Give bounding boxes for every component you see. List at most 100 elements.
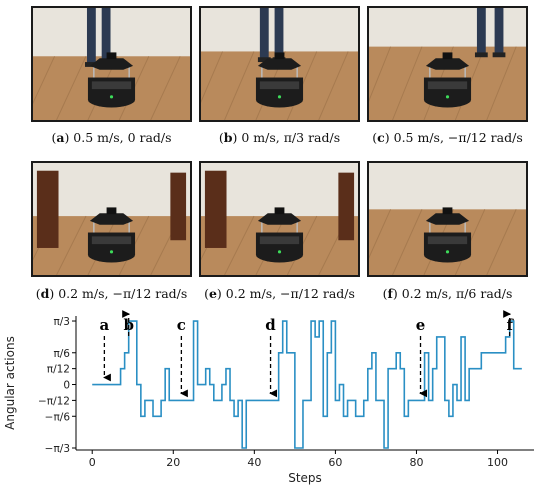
robot-board [91, 236, 132, 245]
floor-plank-line [150, 56, 181, 120]
x-axis-label: Steps [288, 471, 322, 485]
chair [338, 172, 355, 241]
x-tick-label: 40 [247, 456, 261, 469]
person-shoe [474, 52, 488, 58]
floor-plank-line [486, 46, 517, 120]
robot-top-plate [425, 213, 470, 225]
person-leg [274, 8, 284, 60]
x-tick-label: 20 [166, 456, 180, 469]
photo-panel-c [367, 6, 528, 122]
photo-scene [33, 8, 190, 120]
angular-actions-chart: 0 20 40 60 80 100 π/3 π/6 π/12 0 −π/12 −π/6 −π/3 Step… [3, 310, 534, 485]
y-tick-label: −π/12 [38, 395, 70, 407]
photo-panel-e [199, 161, 360, 277]
floor-plank-line [224, 215, 255, 275]
floor-plank-line [56, 215, 87, 275]
person-leg [494, 8, 504, 55]
caption-letter: c [377, 130, 385, 145]
floor-plank-line [369, 46, 392, 102]
robot-board [427, 236, 468, 245]
robot-lidar [442, 207, 453, 215]
photo-panel-b [199, 6, 360, 122]
caption-letter: d [40, 286, 50, 301]
robot-led [277, 250, 282, 254]
person-shoe [257, 57, 271, 63]
robot-board [427, 81, 468, 90]
photo-scene [201, 163, 358, 275]
robot-top-plate [89, 58, 134, 70]
photo-scene [369, 163, 526, 275]
y-tick-label: π/12 [47, 364, 70, 376]
caption-letter: e [208, 286, 217, 301]
y-tick-label: −π/6 [45, 411, 71, 423]
floor-plank-line [56, 56, 87, 120]
robot-led [445, 95, 450, 99]
photo-scene [201, 8, 358, 120]
robot-board [259, 236, 300, 245]
caption-letter: f [387, 286, 393, 301]
robot-board [91, 81, 132, 90]
caption-text: 0.5 m/s, 0 rad/s [73, 130, 172, 145]
caption-text: 0.2 m/s, −π/12 rad/s [225, 286, 355, 301]
caption-letter: a [56, 130, 65, 145]
caption-letter: b [223, 130, 233, 145]
robot-lidar [274, 207, 285, 215]
caption-b: (b) 0 m/s, π/3 rad/s [218, 130, 341, 145]
caption-a: (a) 0.5 m/s, 0 rad/s [51, 130, 172, 145]
chair [204, 170, 227, 248]
person-leg [259, 8, 269, 60]
floor-plank-line [224, 51, 255, 120]
robot-lidar [106, 207, 117, 215]
y-tick-label: π/3 [53, 316, 70, 328]
person-shoe [85, 62, 98, 67]
person-leg [86, 8, 96, 64]
person-leg [101, 8, 111, 64]
chair [170, 172, 187, 241]
photo-scene [33, 163, 190, 275]
annotation-label: f [506, 316, 514, 334]
chair [36, 170, 59, 248]
floor-plank-line [201, 51, 224, 103]
robot-board [259, 81, 300, 90]
robot-led [445, 250, 450, 254]
caption-text: 0 m/s, π/3 rad/s [241, 130, 341, 145]
y-tick-label: −π/3 [45, 443, 70, 455]
x-tick-label: 100 [487, 456, 508, 469]
annotation-label: d [265, 316, 276, 334]
robot-led [277, 95, 282, 99]
y-axis-label: Angular actions [3, 336, 17, 430]
floor-plank-line [392, 209, 423, 275]
caption-text: 0.2 m/s, π/6 rad/s [401, 286, 513, 301]
floor-plank-line [392, 46, 423, 120]
photo-panel-a [31, 6, 192, 122]
caption-f: (f) 0.2 m/s, π/6 rad/s [382, 286, 513, 301]
robot-top-plate [257, 58, 302, 70]
floor-plank-line [369, 209, 392, 259]
robot-lidar [106, 52, 117, 60]
annotation-label: e [416, 316, 426, 334]
y-tick-label: 0 [63, 380, 70, 392]
robot-lidar [442, 52, 453, 60]
y-tick-label: π/6 [53, 348, 70, 360]
robot-top-plate [425, 58, 470, 70]
floor-plank-line [33, 56, 56, 105]
robot-led [109, 250, 114, 254]
photo-scene [369, 8, 526, 120]
caption-d: (d) 0.2 m/s, −π/12 rad/s [35, 286, 188, 301]
robot-top-plate [257, 213, 302, 225]
annotation-label: c [177, 316, 186, 334]
floor-plank-line [486, 209, 517, 275]
robot-led [109, 95, 114, 99]
person-shoe [492, 52, 506, 58]
person-leg [476, 8, 486, 55]
caption-c: (c) 0.5 m/s, −π/12 rad/s [372, 130, 523, 145]
x-tick-label: 60 [328, 456, 342, 469]
caption-e: (e) 0.2 m/s, −π/12 rad/s [204, 286, 355, 301]
caption-text: 0.5 m/s, −π/12 rad/s [393, 130, 523, 145]
x-tick-label: 0 [89, 456, 96, 469]
x-tick-label: 80 [409, 456, 423, 469]
robot-lidar [274, 52, 285, 60]
angular-action-series [92, 320, 522, 449]
robot-top-plate [89, 213, 134, 225]
caption-text: 0.2 m/s, −π/12 rad/s [58, 286, 188, 301]
